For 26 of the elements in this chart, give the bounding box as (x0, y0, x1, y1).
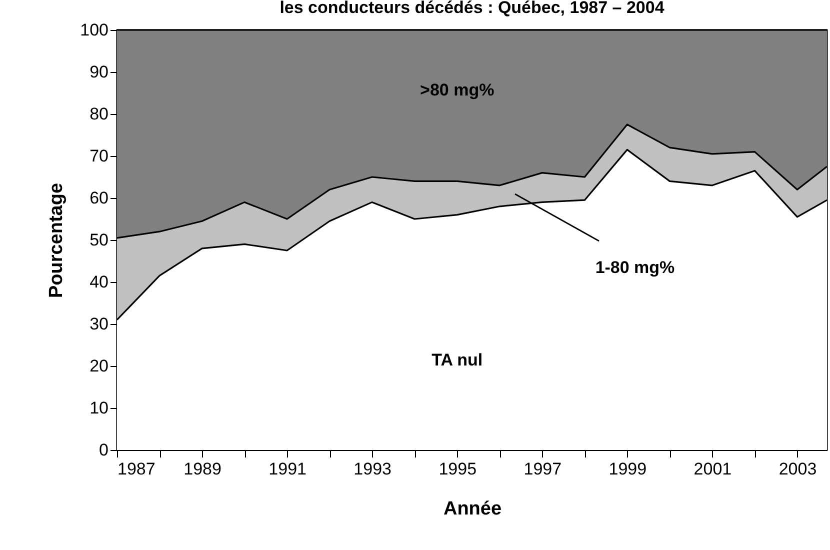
y-axis-title: Pourcentage (46, 182, 68, 298)
x-tick-label: 1999 (608, 460, 647, 478)
y-tick-label: 50 (90, 230, 108, 250)
y-tick-label: 100 (80, 20, 108, 40)
x-tick-label: 1991 (268, 460, 306, 478)
chart-title: les conducteurs décédés : Québec, 1987 – 2004 (280, 0, 665, 17)
y-tick-label: 10 (90, 398, 108, 418)
y-tick-label: 60 (90, 188, 108, 208)
y-tick-label: 30 (90, 314, 108, 334)
x-tick-label: 1995 (438, 460, 477, 478)
y-tick-label: 90 (90, 62, 108, 82)
y-tick-label: 80 (90, 104, 108, 124)
x-tick-label: 1997 (524, 460, 562, 478)
series-label: >80 mg% (420, 80, 494, 100)
x-tick-label: 2001 (694, 460, 732, 478)
annotation: 1-80 mg% (595, 258, 675, 277)
series-label: TA nul (432, 350, 483, 370)
x-tick-label: 1987 (118, 460, 156, 478)
x-axis-title: Année (443, 498, 502, 520)
x-tick-label: 1989 (184, 460, 222, 478)
x-tick-label: 1993 (354, 460, 392, 478)
y-tick-label: 40 (90, 272, 108, 292)
y-tick-label: 0 (99, 440, 108, 460)
x-tick-label: 2003 (778, 460, 817, 478)
y-tick-label: 70 (90, 146, 108, 166)
y-tick-label: 20 (90, 356, 108, 376)
